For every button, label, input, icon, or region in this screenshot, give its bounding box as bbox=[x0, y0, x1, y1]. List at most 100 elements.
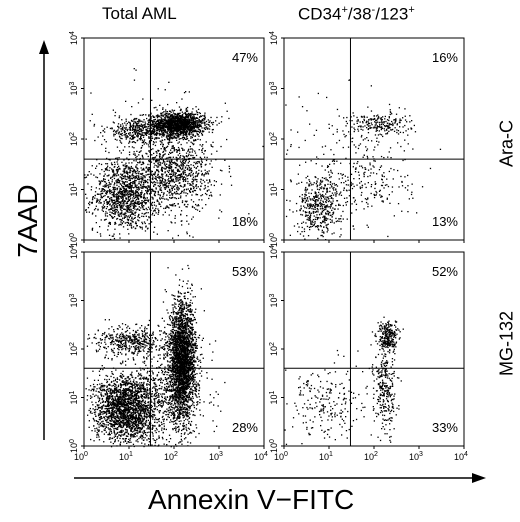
event-dot bbox=[106, 215, 109, 217]
event-dot bbox=[331, 197, 333, 199]
event-dot bbox=[153, 132, 155, 134]
event-dot bbox=[174, 176, 176, 178]
event-dot bbox=[197, 126, 199, 129]
event-dot bbox=[320, 194, 322, 197]
event-dot bbox=[387, 127, 389, 129]
event-dot bbox=[111, 127, 113, 129]
event-dot bbox=[133, 181, 135, 184]
event-dot bbox=[200, 160, 203, 162]
event-dot bbox=[365, 201, 368, 204]
event-dot bbox=[353, 127, 355, 129]
event-dot bbox=[193, 113, 195, 116]
event-dot bbox=[154, 128, 156, 131]
event-dot bbox=[146, 189, 149, 191]
event-dot bbox=[149, 128, 151, 130]
event-dot bbox=[175, 134, 177, 136]
event-dot bbox=[146, 181, 149, 183]
event-dot bbox=[134, 193, 137, 195]
event-dot bbox=[91, 113, 93, 115]
event-dot bbox=[173, 119, 175, 122]
event-dot bbox=[331, 202, 333, 204]
event-dot bbox=[159, 119, 161, 121]
event-dot bbox=[124, 136, 127, 138]
event-dot bbox=[324, 217, 326, 219]
event-dot bbox=[157, 150, 159, 152]
event-dot bbox=[138, 203, 141, 205]
event-dot bbox=[316, 188, 319, 190]
event-dot bbox=[176, 188, 178, 190]
event-dot bbox=[137, 201, 139, 203]
event-dot bbox=[188, 157, 190, 160]
event-dot bbox=[323, 198, 326, 200]
event-dot bbox=[324, 215, 326, 217]
event-dot bbox=[146, 130, 149, 132]
event-dots bbox=[84, 68, 264, 241]
event-dot bbox=[325, 213, 327, 215]
event-dot bbox=[160, 124, 162, 127]
event-dot bbox=[317, 216, 319, 219]
event-dot bbox=[351, 126, 353, 128]
event-dot bbox=[141, 192, 143, 194]
event-dot bbox=[140, 138, 142, 140]
event-dot bbox=[156, 233, 158, 235]
event-dot bbox=[135, 198, 138, 201]
event-dot bbox=[126, 193, 128, 195]
event-dot bbox=[335, 194, 337, 196]
event-dot bbox=[118, 185, 120, 188]
event-dot bbox=[141, 226, 143, 228]
event-dot bbox=[140, 134, 143, 136]
event-dot bbox=[181, 220, 183, 222]
event-dot bbox=[370, 184, 373, 186]
event-dot bbox=[359, 125, 361, 127]
event-dot bbox=[137, 195, 139, 197]
event-dot bbox=[124, 133, 126, 135]
event-dot bbox=[123, 201, 125, 204]
event-dot bbox=[209, 125, 211, 128]
event-dot bbox=[171, 147, 173, 149]
event-dot bbox=[390, 123, 392, 126]
event-dot bbox=[305, 177, 307, 179]
event-dot bbox=[162, 112, 164, 114]
event-dot bbox=[195, 179, 197, 181]
event-dot bbox=[134, 202, 137, 205]
event-dot bbox=[124, 190, 126, 192]
event-dot bbox=[398, 107, 400, 109]
event-dot bbox=[388, 127, 390, 129]
event-dot bbox=[159, 161, 161, 164]
event-dot bbox=[196, 123, 199, 125]
event-dot bbox=[159, 120, 162, 122]
event-dot bbox=[330, 169, 332, 171]
event-dot bbox=[398, 186, 400, 188]
event-dot bbox=[323, 219, 325, 221]
event-dot bbox=[120, 221, 122, 223]
event-dot bbox=[177, 234, 179, 237]
event-dot bbox=[116, 166, 119, 169]
event-dot bbox=[201, 134, 204, 136]
event-dot bbox=[130, 208, 132, 211]
event-dot bbox=[120, 137, 122, 139]
event-dot bbox=[114, 202, 116, 204]
event-dot bbox=[172, 196, 174, 199]
event-dot bbox=[167, 185, 169, 187]
event-dot bbox=[307, 217, 309, 219]
event-dot bbox=[221, 116, 223, 118]
event-dot bbox=[112, 193, 114, 195]
event-dot bbox=[126, 191, 128, 194]
event-dot bbox=[165, 185, 167, 187]
event-dot bbox=[190, 112, 192, 115]
event-dot bbox=[144, 186, 146, 188]
event-dot bbox=[137, 196, 139, 198]
event-dot bbox=[322, 220, 324, 222]
event-dot bbox=[200, 165, 203, 168]
event-dot bbox=[190, 169, 192, 171]
event-dot bbox=[128, 132, 130, 135]
event-dot bbox=[326, 224, 328, 226]
column-title-total-aml: Total AML bbox=[102, 4, 177, 23]
event-dot bbox=[178, 112, 180, 115]
event-dot bbox=[142, 134, 144, 136]
event-dot bbox=[156, 199, 158, 201]
event-dot bbox=[144, 176, 146, 179]
event-dot bbox=[174, 120, 176, 123]
event-dot bbox=[142, 207, 144, 209]
event-dot bbox=[313, 197, 315, 199]
